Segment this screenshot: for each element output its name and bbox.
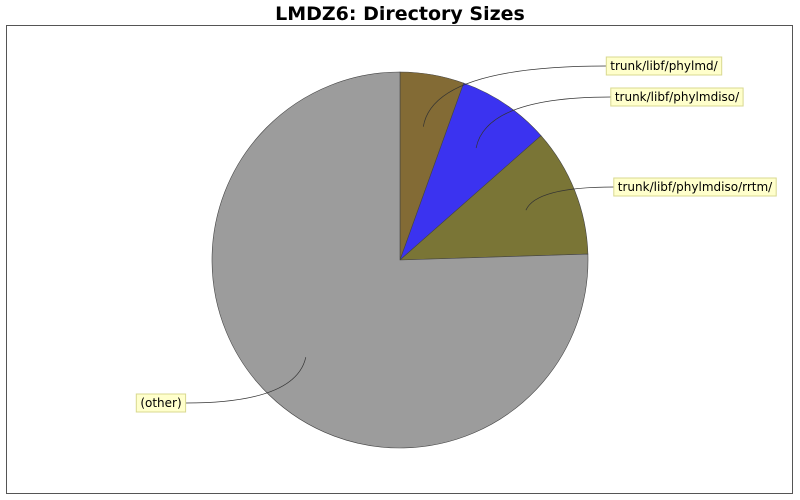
- pie-slice-trunk-libf-phylmdiso-rrtm: [399, 135, 589, 261]
- chart-title: LMDZ6: Directory Sizes: [275, 3, 525, 25]
- slice-label-other: (other): [140, 396, 181, 410]
- slice-label-box: [605, 56, 723, 76]
- slice-label-trunk-libf-phylmd: trunk/libf/phylmd/: [610, 59, 718, 73]
- slice-label-trunk-libf-phylmdiso: trunk/libf/phylmdiso/: [615, 90, 740, 104]
- slice-label-box: [610, 87, 744, 107]
- slice-label-box: [613, 177, 777, 197]
- plot-frame: [6, 25, 793, 494]
- leader-line: [185, 357, 307, 404]
- leader-line: [525, 186, 614, 211]
- slice-label-box: [135, 393, 187, 413]
- leader-line: [422, 65, 607, 127]
- leader-line: [475, 96, 611, 149]
- slice-label-trunk-libf-phylmdiso-rrtm: trunk/libf/phylmdiso/rrtm/: [618, 180, 773, 194]
- pie-slice-trunk-libf-phylmdiso: [399, 82, 542, 261]
- pie-slice-other: [211, 71, 589, 449]
